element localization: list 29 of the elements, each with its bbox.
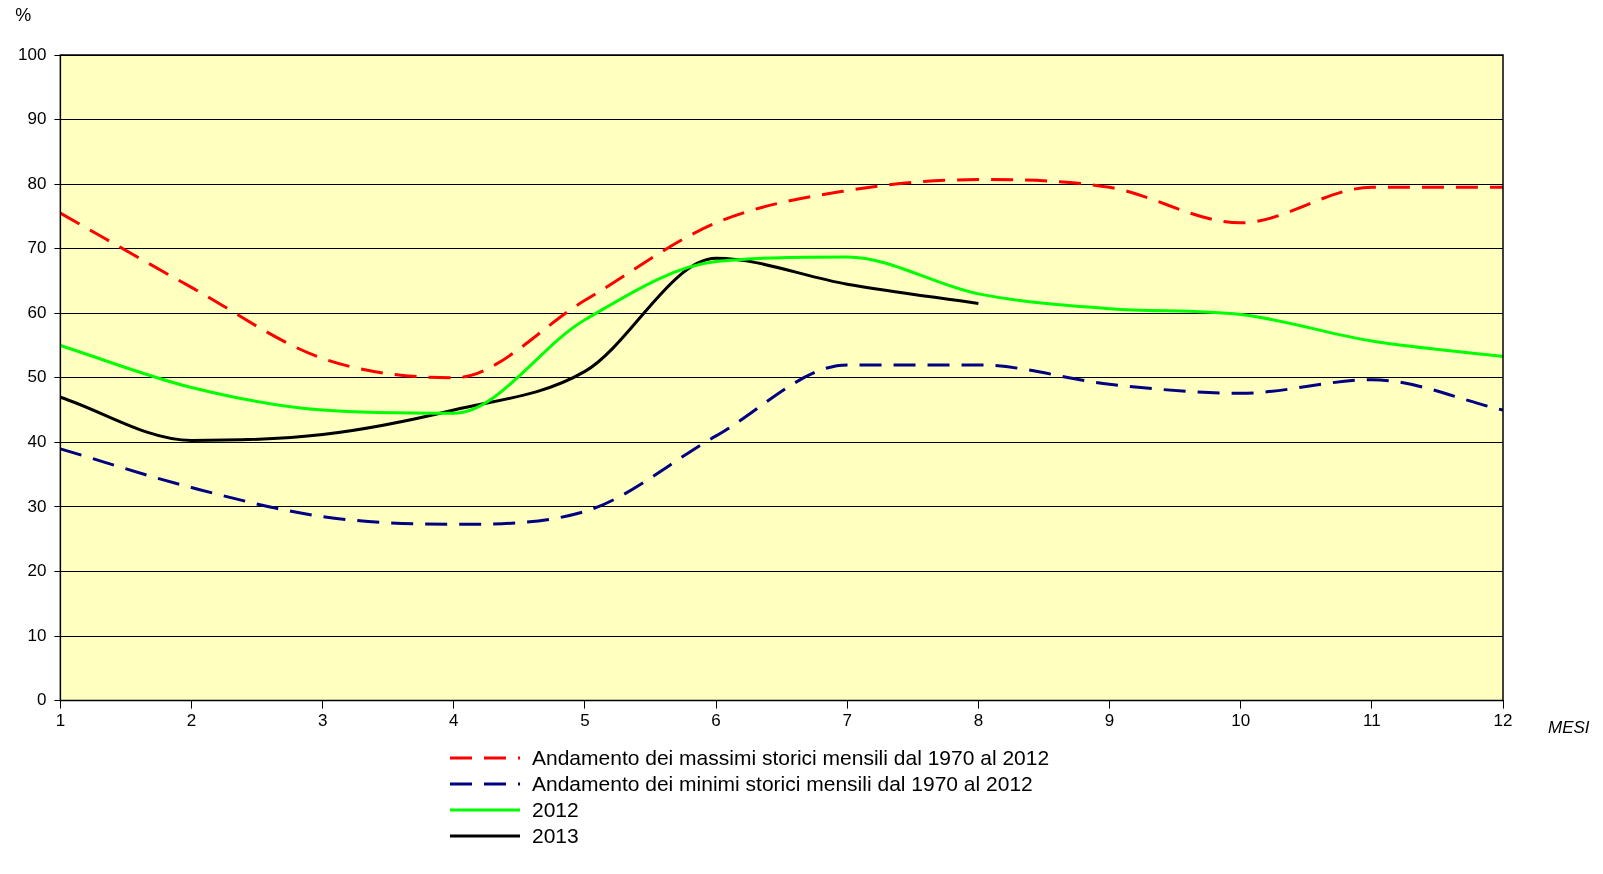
x-axis-title: MESI [1548,718,1590,738]
y-tick-label: 50 [27,367,47,387]
y-tick-label: 0 [36,690,47,710]
x-tick-label: 4 [449,711,459,731]
y-tick-label: 10 [27,625,47,645]
x-tick-label: 9 [1104,711,1115,731]
legend-label: 2013 [532,823,579,849]
y-tick-label: 40 [27,432,47,452]
y-tick-label: 60 [27,302,47,322]
y-tick-label: 70 [27,238,47,258]
y-tick-label: 80 [27,173,47,193]
x-tick-label: 5 [580,711,590,731]
legend-label: 2012 [532,797,579,823]
x-tick-label: 1 [55,711,66,731]
y-tick-label: 90 [27,109,47,129]
y-tick-label: 30 [27,496,47,516]
x-tick-label: 6 [711,711,721,731]
x-tick-label: 11 [1363,711,1381,731]
x-tick-label: 3 [317,711,328,731]
x-tick-label: 12 [1493,711,1513,731]
x-tick-label: 10 [1231,711,1251,731]
x-tick-label: 2 [186,711,197,731]
y-tick-label: 20 [27,561,47,581]
y-axis-title: % [15,4,32,25]
x-tick-label: 8 [973,711,984,731]
x-tick-label: 7 [842,711,852,731]
legend-label: Andamento dei minimi storici mensili dal 1970 al 2012 [532,771,1033,797]
legend-label: Andamento dei massimi storici mensili dal 1970 al 2012 [532,745,1050,771]
y-tick-label: 100 [17,44,47,64]
